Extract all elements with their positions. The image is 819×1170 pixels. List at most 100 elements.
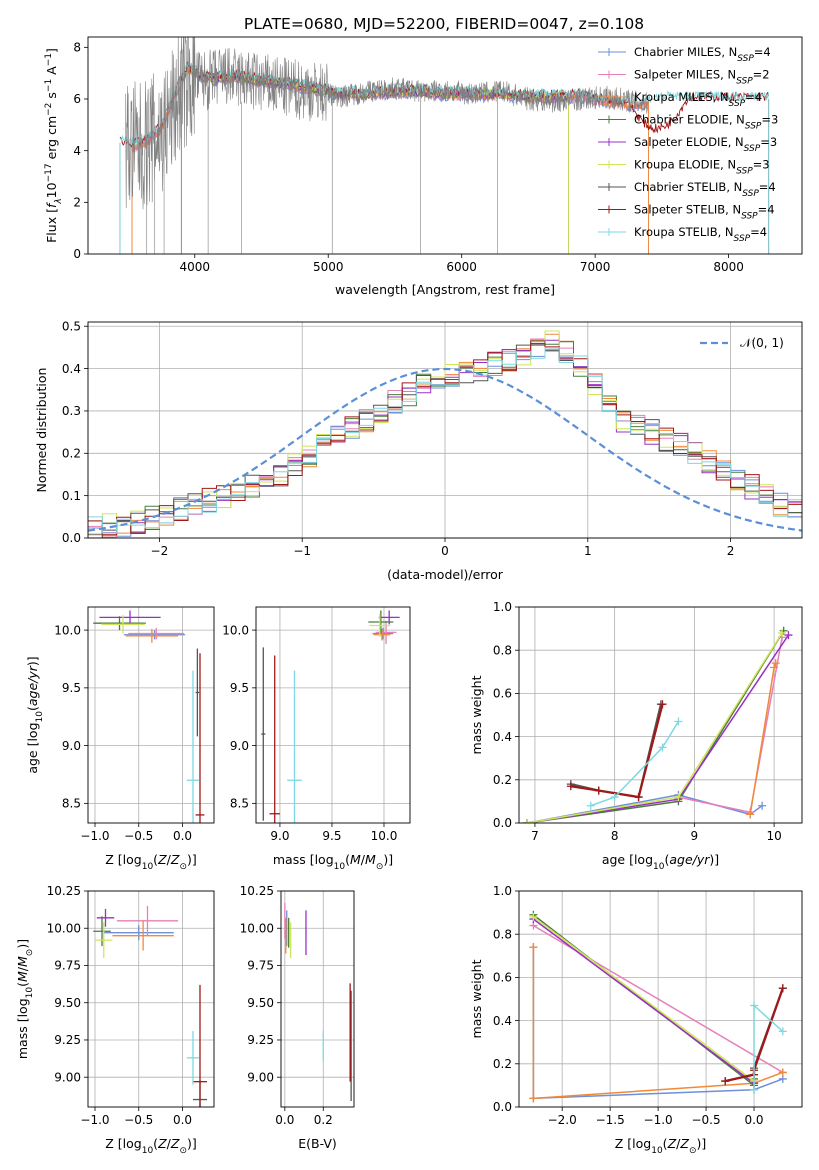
x-axis-label: (data-model)/error (387, 567, 504, 582)
y-tick-label: 0.4 (62, 362, 81, 376)
axes-frame (255, 606, 411, 824)
weight-point-marker (778, 628, 787, 637)
weight-point-marker (658, 743, 667, 752)
axes-frame (280, 890, 355, 1108)
x-axis-label: Z [log10(Z/Z⊙)] (615, 1136, 707, 1156)
weight-point-marker (771, 659, 780, 668)
weight-series-line (590, 721, 680, 807)
legend-marker (605, 228, 613, 236)
y-tick-label: 1.0 (493, 600, 512, 614)
x-tick-label: 9 (691, 829, 699, 843)
x-axis-label: Z [log10(Z/Z⊙)] (105, 852, 197, 872)
weight-point-marker (778, 1027, 787, 1036)
weight-series-line (532, 947, 784, 1100)
y-axis-label: Normed distribution (34, 368, 49, 493)
x-tick-label: 6000 (446, 260, 477, 274)
x-tick-label: 10.0 (371, 829, 398, 843)
y-tick-label: 10.25 (47, 884, 81, 898)
y-tick-label: 10.0 (222, 623, 249, 637)
mass-vs-EBV-panel: 0.0 0.2 9.00 9.25 9.50 9.75 10.00 10.25 E(B-V) (240, 884, 355, 1151)
weight-point-marker (784, 631, 793, 640)
x-tick-label: −0.5 (691, 1113, 720, 1127)
y-axis-label: Flux [fλ10−17 erg cm−2 s−1 A−1] (44, 48, 64, 243)
weight-point-marker (529, 912, 538, 921)
figure-title: PLATE=0680, MJD=52200, FIBERID=0047, z=0… (244, 15, 644, 33)
legend-marker (605, 93, 613, 101)
x-tick-label: −1.0 (80, 829, 109, 843)
y-tick-label: 9.50 (247, 996, 274, 1010)
x-tick-label: 0.0 (275, 1113, 294, 1127)
y-tick-label: 0.4 (493, 1014, 512, 1028)
legend-marker (605, 183, 613, 191)
x-tick-label: 0.0 (173, 1113, 192, 1127)
spectrum-panel: 4000 5000 6000 7000 8000 0 2 4 6 8 Flux [fλ10−17 e… (44, 36, 803, 297)
y-tick-label: 10.00 (47, 921, 81, 935)
residual-histogram (88, 342, 802, 536)
weight-point-marker (674, 793, 683, 802)
y-tick-label: 2 (73, 196, 81, 210)
weight-point-marker (566, 782, 575, 791)
y-tick-label: 8.5 (230, 797, 249, 811)
x-tick-label: 4000 (179, 260, 210, 274)
age-vs-Z-plot-area (93, 610, 205, 823)
y-axis-label: mass weight (469, 959, 484, 1038)
legend-marker (605, 138, 613, 146)
y-tick-label: 10.0 (54, 623, 81, 637)
x-tick-label: −2.0 (548, 1113, 577, 1127)
age-vs-mass-plot-area (261, 610, 400, 823)
y-tick-label: 1.0 (493, 884, 512, 898)
mass-vs-Z-panel: −1.0 −0.5 0.0 9.00 9.25 9.50 9.75 10.00 10.25 mas… (15, 884, 215, 1156)
residual-histogram (88, 347, 802, 534)
weight-point-marker (750, 1001, 759, 1010)
x-tick-label: −0.5 (124, 1113, 153, 1127)
legend-marker (605, 115, 613, 124)
y-tick-label: 9.75 (54, 959, 81, 973)
y-tick-label: 0 (73, 247, 81, 261)
x-tick-label: 0.0 (744, 1113, 763, 1127)
y-axis-label: mass [log10(M/M⊙)] (15, 939, 35, 1059)
y-tick-label: 0.0 (493, 1100, 512, 1114)
weight-point-marker (721, 1077, 730, 1086)
legend-label: Kroupa MILES, NSSP=4 (634, 90, 762, 109)
weight-point-marker (610, 793, 619, 802)
weight-series-line (532, 914, 755, 1087)
y-axis-label: mass weight (469, 675, 484, 754)
age-vs-mass-panel: 9.0 9.5 10.0 8.5 9.0 9.5 10.0 mass [log10(M/M⊙)… (222, 606, 411, 872)
legend-label: Chabrier MILES, NSSP=4 (634, 45, 771, 64)
axes-frame (87, 321, 803, 539)
residual-histogram (88, 330, 802, 536)
x-tick-label: 1 (584, 544, 592, 558)
weight-series-line (526, 794, 763, 823)
y-tick-label: 0.0 (493, 816, 512, 830)
y-tick-label: 9.50 (54, 996, 81, 1010)
y-tick-label: 0.5 (62, 319, 81, 333)
y-tick-label: 9.0 (230, 739, 249, 753)
weight-point-marker (522, 819, 531, 823)
legend-label: Kroupa STELIB, NSSP=4 (634, 225, 767, 244)
y-tick-label: 0.4 (493, 730, 512, 744)
y-tick-label: 9.00 (54, 1070, 81, 1084)
legend-label: Kroupa ELODIE, NSSP=3 (634, 158, 770, 177)
legend-label: Salpeter MILES, NSSP=2 (634, 68, 770, 87)
weight-point-marker (778, 984, 787, 993)
y-tick-label: 9.0 (62, 739, 81, 753)
weight-series-line (532, 918, 755, 1085)
weight-point-marker (770, 663, 779, 672)
x-tick-label: 5000 (313, 260, 344, 274)
weight-point-marker (778, 1068, 787, 1077)
y-tick-label: 8.5 (62, 797, 81, 811)
y-tick-label: 0.8 (493, 927, 512, 941)
y-tick-label: 9.5 (62, 681, 81, 695)
weight-vs-age-plot-area (522, 626, 793, 823)
spectrum-plot-area (119, 37, 770, 254)
x-axis-label: mass [log10(M/M⊙)] (273, 852, 393, 872)
weight-point-marker (750, 1085, 759, 1094)
weight-series-line (526, 634, 790, 823)
legend-marker (605, 205, 613, 214)
y-tick-label: 9.5 (230, 681, 249, 695)
x-axis-label: Z [log10(Z/Z⊙)] (105, 1136, 197, 1156)
legend-marker (605, 160, 613, 169)
x-axis-label: E(B-V) (298, 1136, 337, 1151)
y-tick-label: 10.00 (240, 921, 274, 935)
y-tick-label: 0.1 (62, 489, 81, 503)
